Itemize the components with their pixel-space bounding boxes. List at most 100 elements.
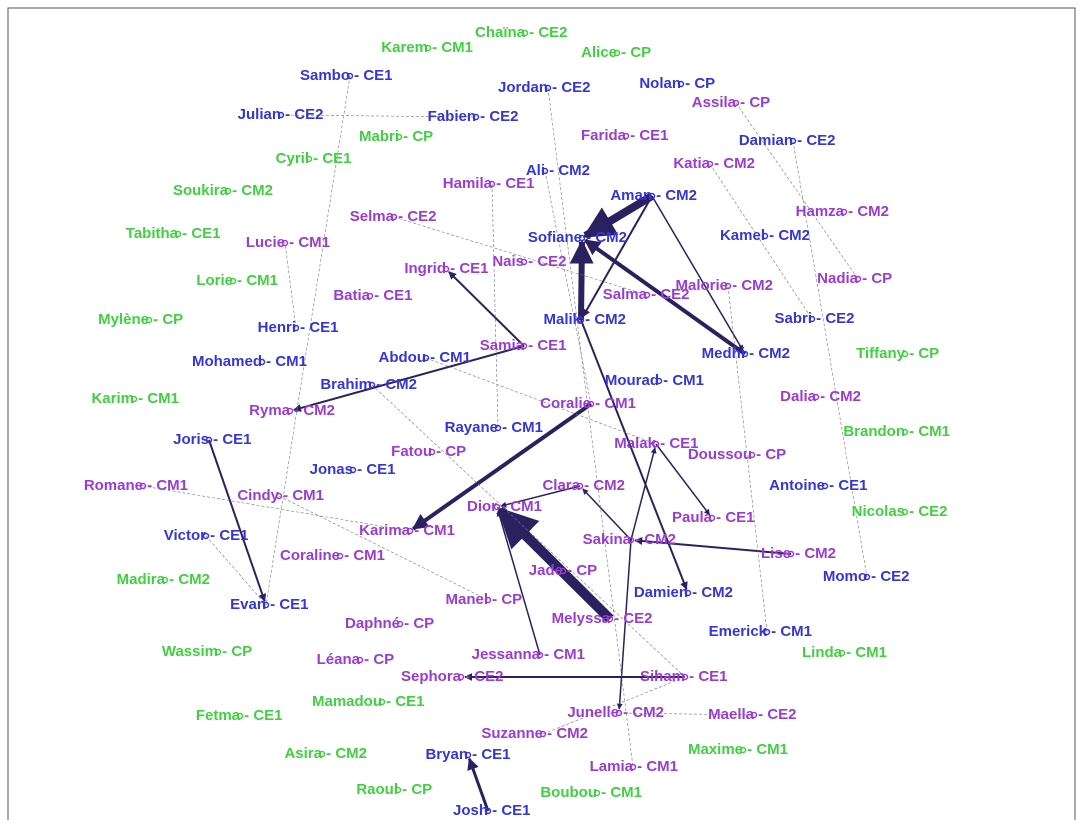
node-label: Coraline - CM1 [280, 547, 385, 564]
node-dot [901, 508, 909, 516]
arrow-edge [496, 506, 614, 623]
node-dot [484, 596, 492, 604]
node-label: Nadia - CP [817, 270, 892, 287]
node-label: Maella - CE2 [708, 706, 796, 723]
node-dot [292, 324, 300, 332]
node-dot [390, 213, 398, 221]
node-label: Mohamed - CM1 [192, 353, 307, 370]
arrow-edge [580, 319, 688, 591]
node-dot [615, 709, 623, 717]
node-label: Momo - CE2 [823, 568, 910, 585]
node-dot [275, 492, 283, 500]
node-label: Ali - CM2 [526, 162, 590, 179]
node-label: Malorie - CM2 [675, 277, 773, 294]
node-dot [655, 377, 663, 385]
arrow-edge [583, 238, 747, 356]
node-label: Madira - CM2 [117, 571, 210, 588]
node-label: Karem - CM1 [381, 39, 473, 56]
node-dot [706, 160, 714, 168]
node-dot [901, 350, 909, 358]
arrow-edge [467, 757, 490, 812]
node-label: Selma - CE2 [350, 208, 437, 225]
node-label: Josh - CE1 [453, 802, 531, 819]
node-dot [750, 711, 758, 719]
node-dot [202, 532, 210, 540]
arrow-edge [208, 439, 267, 602]
node-dot [161, 576, 169, 584]
edge [205, 535, 267, 606]
node-dot [229, 277, 237, 285]
node-dot [724, 282, 732, 290]
node-label: Lise - CM2 [761, 545, 836, 562]
edge [371, 384, 686, 678]
edge [618, 712, 755, 716]
node-label: Karim - CM1 [91, 390, 179, 407]
node-dot [493, 503, 501, 511]
arrow-edge [582, 488, 632, 541]
node-dot [677, 80, 685, 88]
edge [542, 676, 686, 735]
arrow-edge [582, 195, 653, 318]
edge [735, 102, 859, 280]
node-dot [286, 407, 294, 415]
node-dot [520, 342, 528, 350]
arrow-edge [655, 443, 711, 516]
edge [425, 357, 657, 445]
node-dot [349, 466, 357, 474]
node-label: Victor - CE1 [164, 527, 249, 544]
node-dot [488, 180, 496, 188]
node-label: Bryan - CE1 [425, 746, 510, 763]
arrow-edge [630, 447, 657, 541]
node-label: Suzanne - CM2 [481, 725, 588, 742]
node-label: Sakina - CM2 [583, 531, 676, 548]
edge [284, 242, 297, 329]
node-dot [840, 208, 848, 216]
node-dot [684, 589, 692, 597]
node-dot [681, 673, 689, 681]
frame [7, 7, 1076, 820]
node-label: Sofiane - CM2 [528, 229, 627, 246]
node-dot [808, 315, 816, 323]
node-label: Junelle - CM2 [567, 704, 664, 721]
node-dot [442, 265, 450, 273]
node-dot [139, 482, 147, 490]
node-label: Manel - CP [445, 591, 522, 608]
node-label: Clara - CM2 [542, 477, 625, 494]
node-label: Dalia - CM2 [780, 388, 861, 405]
node-label: Daphné - CP [345, 615, 434, 632]
arrow-edge [634, 536, 792, 555]
arrow-edge [569, 239, 594, 321]
node-dot [366, 292, 374, 300]
node-dot [214, 648, 222, 656]
node-dot [130, 395, 138, 403]
node-dot [739, 746, 747, 754]
node-dot [336, 552, 344, 560]
node-dot [559, 567, 567, 575]
node-label: Jordan - CE2 [498, 79, 591, 96]
node-label: Farida - CE1 [581, 127, 669, 144]
node-dot [262, 601, 270, 609]
node-label: Sephora - CE2 [401, 668, 504, 685]
node-dot [627, 536, 635, 544]
node-dot [484, 807, 492, 815]
node-dot [536, 651, 544, 659]
node-label: Nais - CE2 [492, 253, 566, 270]
node-label: Raoul - CP [356, 781, 432, 798]
arrow-edge [448, 271, 525, 347]
node-dot [394, 786, 402, 794]
node-dot [541, 167, 549, 175]
arrow-edge [293, 345, 525, 412]
node-label: Rayane - CM1 [445, 419, 543, 436]
node-label: Kamel - CM2 [720, 227, 810, 244]
node-label: Samia - CE1 [480, 337, 567, 354]
node-label: Maxime - CM1 [688, 741, 788, 758]
edge [278, 495, 489, 601]
node-label: Jade - CP [529, 562, 597, 579]
node-dot [732, 99, 740, 107]
node-label: Damian - CE2 [739, 132, 836, 149]
node-label: Brahim - CM2 [320, 376, 417, 393]
edge [792, 140, 868, 578]
node-dot [789, 137, 797, 145]
node-label: Malik - CM2 [543, 311, 626, 328]
node-dot [576, 482, 584, 490]
